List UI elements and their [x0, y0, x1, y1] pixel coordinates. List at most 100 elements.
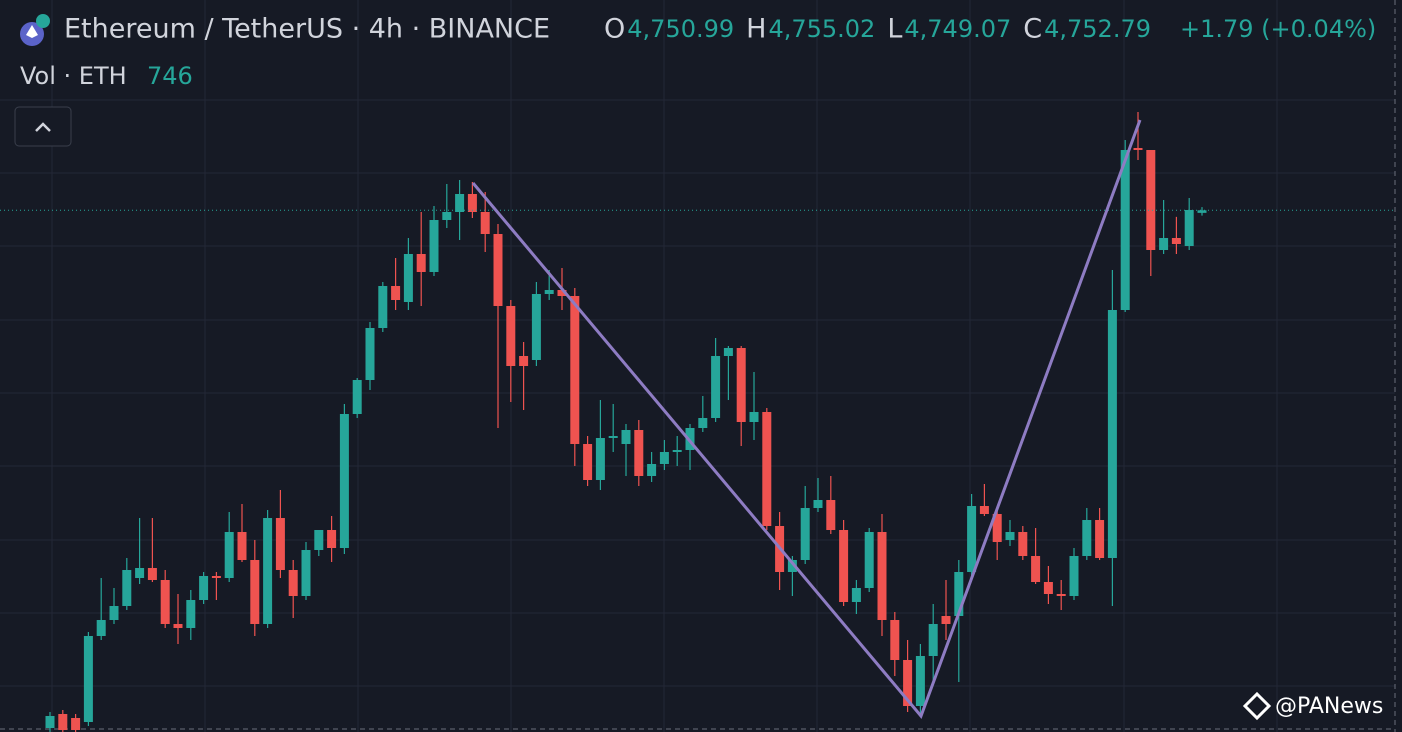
candle-body — [314, 530, 324, 550]
candle-body — [58, 714, 68, 730]
candle-body — [455, 194, 465, 212]
candle-body — [467, 194, 477, 212]
collapse-button[interactable] — [14, 106, 72, 147]
candle-body — [288, 570, 298, 596]
candle-body — [1056, 594, 1066, 596]
watermark: @PANews — [1242, 691, 1383, 721]
candle-body — [339, 414, 349, 548]
candle-body — [83, 636, 93, 722]
candle-body — [1146, 150, 1156, 250]
candle-body — [45, 716, 55, 728]
candle-body — [1120, 150, 1130, 310]
collapse-button[interactable] — [14, 106, 72, 147]
candle-body — [864, 532, 874, 588]
candle-body — [557, 290, 567, 296]
candle-body — [979, 506, 989, 514]
candle-body — [506, 306, 516, 366]
ohlc-key: O — [604, 14, 625, 45]
candle-body — [723, 348, 733, 356]
candle-body — [122, 570, 132, 606]
collapse-icon — [35, 122, 51, 132]
candle-body — [1184, 210, 1194, 246]
candle-body — [378, 286, 388, 328]
watermark-text: @PANews — [1275, 694, 1383, 719]
candle-body — [762, 412, 772, 526]
candle-body — [928, 624, 938, 656]
candle-body — [1043, 582, 1053, 594]
candle-body — [749, 412, 759, 422]
candle-body — [1005, 532, 1015, 540]
volume: 746 — [147, 62, 193, 90]
candle-body — [493, 234, 503, 306]
candle-body — [224, 532, 234, 578]
candle-body — [621, 430, 631, 444]
candle-body — [1107, 310, 1117, 558]
candle-body — [544, 290, 554, 294]
ohlc-key: L — [887, 14, 902, 45]
candle-body — [275, 518, 285, 570]
ohlc-key: C — [1023, 14, 1042, 45]
header: Ethereum / TetherUS · 4h · BINANCE O 4,75… — [20, 14, 1376, 90]
candle-body — [71, 718, 81, 730]
candle-body — [570, 296, 580, 444]
candle-body — [263, 518, 273, 624]
candle-body — [954, 572, 964, 616]
candle-body — [109, 606, 119, 620]
trend-line — [471, 119, 1142, 719]
ohlc-value: 4,752.79 — [1044, 15, 1151, 43]
candle-body — [480, 212, 490, 234]
candle-body — [327, 530, 337, 548]
candle-body — [135, 568, 145, 578]
candle-body — [1069, 556, 1079, 596]
candle-body — [147, 568, 157, 580]
candle-body — [647, 464, 657, 476]
candle-body — [992, 514, 1002, 542]
candle-body — [595, 438, 605, 480]
candle-body — [96, 620, 106, 636]
candle-body — [711, 356, 721, 418]
candle-body — [1133, 148, 1143, 150]
candle-body — [160, 580, 170, 624]
candle-body — [813, 500, 823, 508]
candle-body — [583, 444, 593, 480]
candle-body — [877, 532, 887, 620]
candle-body — [1018, 532, 1028, 556]
watermark-icon — [1242, 691, 1272, 721]
candle-body — [416, 254, 426, 272]
candle-body — [531, 294, 541, 360]
candle-body — [915, 656, 925, 706]
candle-body — [1031, 556, 1041, 582]
candle-body — [659, 452, 669, 464]
candle-body — [1095, 520, 1105, 558]
ohlc-value: 4,755.02 — [768, 15, 875, 43]
candle-body — [199, 576, 209, 600]
candle-body — [173, 624, 183, 628]
candle-body — [736, 348, 746, 422]
candle-body — [839, 530, 849, 602]
candle-body — [352, 380, 362, 414]
candle-body — [634, 430, 644, 476]
candle-body — [967, 506, 977, 572]
candle-body — [301, 550, 311, 596]
candles — [0, 112, 1395, 732]
ohlc: O 4,750.99 H 4,755.02 L 4,749.07 C 4,752.79 — [604, 14, 1151, 45]
candle-body — [365, 328, 375, 380]
candle-body — [1159, 238, 1169, 250]
candle-body — [1082, 520, 1092, 556]
change: +1.79 (+0.04%) — [1180, 15, 1376, 43]
candle-body — [403, 254, 413, 302]
candle-body — [1171, 238, 1181, 244]
candle-body — [186, 600, 196, 628]
volume-label: Vol · ETH — [20, 62, 127, 90]
candle-body — [826, 500, 836, 530]
candle-body — [442, 212, 452, 220]
coin-icon — [36, 14, 50, 28]
candle-body — [851, 588, 861, 602]
candle-body — [391, 286, 401, 300]
coin-icon — [26, 25, 38, 38]
candle-body — [787, 560, 797, 572]
candle-body — [903, 660, 913, 706]
candle-body — [672, 450, 682, 452]
